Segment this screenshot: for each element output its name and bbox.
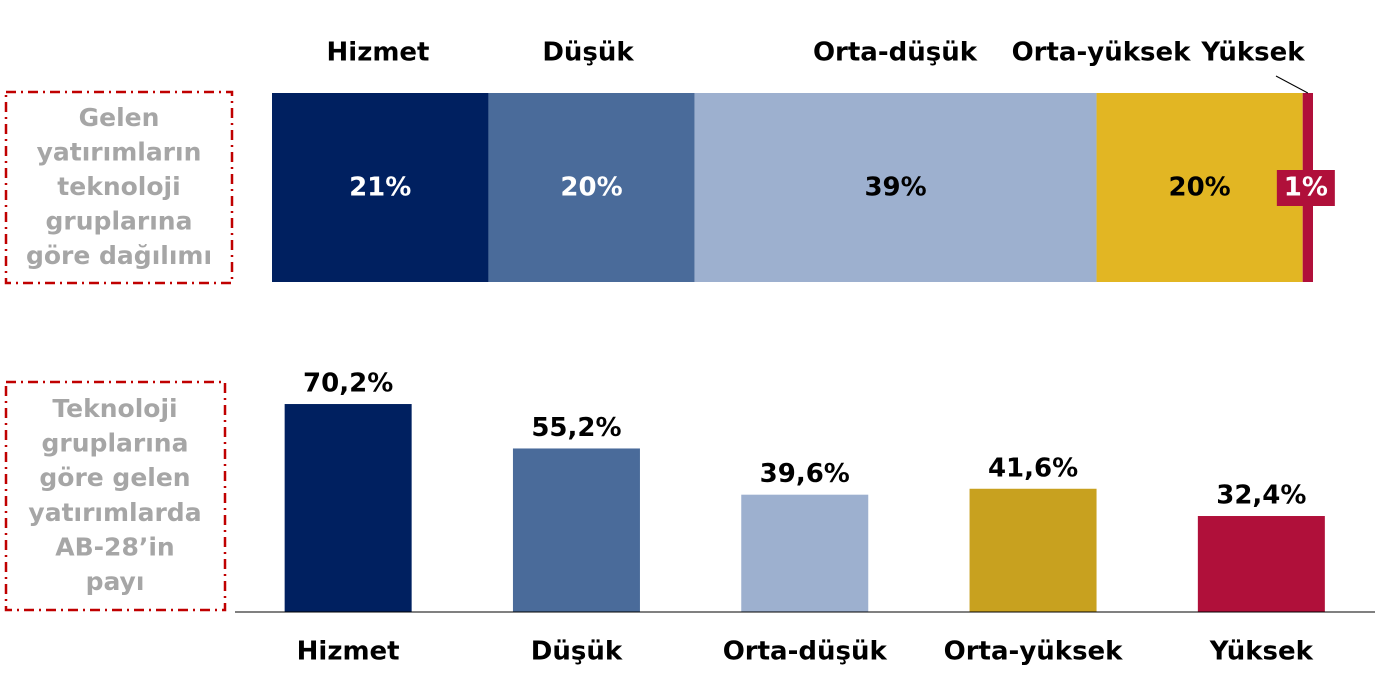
- bar: [969, 488, 1097, 612]
- chart-title: payı: [86, 567, 145, 596]
- chart-title: gruplarına: [42, 429, 189, 458]
- value-label: 55,2%: [531, 413, 621, 443]
- chart-title: AB-28’in: [55, 532, 174, 561]
- chart-title: göre gelen: [39, 463, 190, 492]
- chart-title: Gelen: [79, 103, 160, 132]
- bar: [741, 494, 869, 612]
- bar: [1197, 516, 1325, 612]
- value-label: 41,6%: [988, 453, 1078, 483]
- chart-title: yatırımlarda: [28, 498, 201, 527]
- legend-label: Yüksek: [1200, 38, 1305, 68]
- value-label: 39%: [864, 173, 926, 203]
- legend-label: Düşük: [542, 38, 634, 68]
- bar-segment: [1096, 93, 1303, 282]
- leader-line: [1275, 75, 1309, 94]
- value-label: 21%: [349, 173, 411, 203]
- bar: [512, 448, 640, 612]
- value-label: 32,4%: [1216, 481, 1306, 511]
- bar-segment: [488, 93, 695, 282]
- bar-segment: [272, 93, 489, 282]
- title-box: [4, 380, 227, 612]
- x-tick-label: Orta-yüksek: [944, 637, 1124, 667]
- title-box: [4, 90, 234, 285]
- chart-title: teknoloji: [57, 172, 180, 201]
- x-tick-label: Yüksek: [1209, 637, 1314, 667]
- legend-label: Hizmet: [327, 38, 430, 68]
- bar: [284, 404, 412, 612]
- value-label: 1%: [1284, 173, 1328, 203]
- x-tick-label: Orta-düşük: [723, 637, 888, 667]
- chart-title: gruplarına: [46, 207, 193, 236]
- chart-title: Teknoloji: [52, 394, 177, 423]
- value-label: 20%: [1169, 173, 1231, 203]
- x-tick-label: Düşük: [531, 637, 623, 667]
- chart-title: yatırımların: [37, 138, 202, 167]
- value-label: 39,6%: [760, 459, 850, 489]
- legend-label: Orta-yüksek: [1012, 38, 1192, 68]
- label-bg: [1276, 170, 1335, 206]
- x-tick-label: Hizmet: [297, 637, 400, 667]
- value-label: 70,2%: [303, 369, 393, 399]
- legend-label: Orta-düşük: [813, 38, 978, 68]
- chart-title: göre dağılımı: [26, 241, 212, 270]
- value-label: 20%: [560, 173, 622, 203]
- bar-segment: [694, 93, 1097, 282]
